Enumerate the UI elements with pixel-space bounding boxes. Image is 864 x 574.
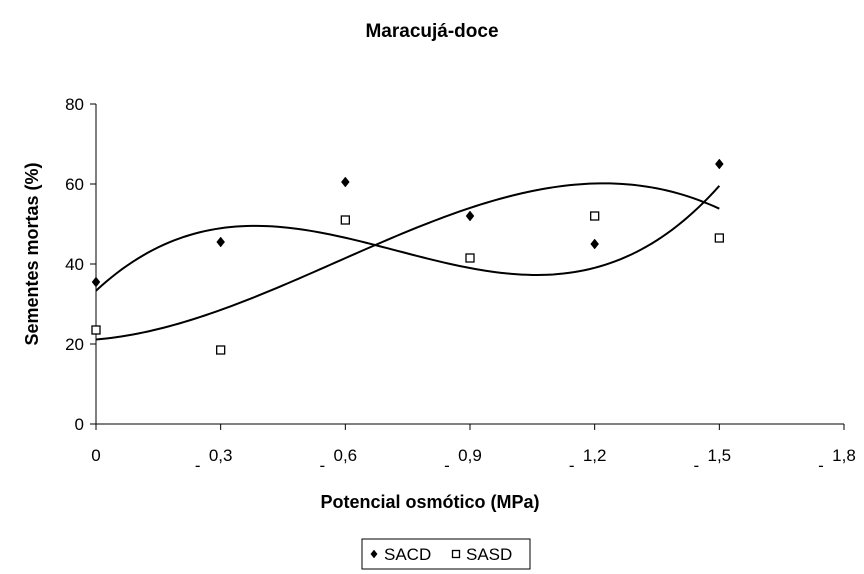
legend-marker-sasd [451,549,461,559]
data-point-sasd [590,211,600,221]
y-tick-label: 0 [75,415,84,434]
x-tick-label: 0,6 [334,446,358,465]
x-tick-minus-sign: - [319,456,325,475]
data-point-sacd [465,210,475,222]
y-tick-label: 20 [65,335,84,354]
y-axis-title: Sementes mortas (%) [22,162,42,345]
x-tick-minus-sign: - [444,456,450,475]
legend-label-sasd: SASD [466,545,512,564]
data-point-sasd [216,345,226,355]
data-point-sasd [714,233,724,243]
x-tick-label: 1,2 [583,446,607,465]
y-tick-label: 80 [65,95,84,114]
x-tick-label: 0,9 [458,446,482,465]
data-point-sacd [341,176,350,188]
data-point-sasd [340,215,350,225]
y-tick-label: 40 [65,255,84,274]
x-tick-label: 1,5 [708,446,732,465]
data-point-sasd [91,325,101,335]
data-point-sacd [590,238,599,250]
data-point-sacd [91,276,101,288]
data-point-sasd [465,253,475,263]
x-tick-label: 1,8 [832,446,856,465]
data-point-sacd [715,158,724,170]
data-point-sacd [216,236,225,248]
legend-label-sacd: SACD [384,545,431,564]
legend-box [361,538,531,570]
chart-title: Maracujá-doce [365,21,498,42]
x-tick-minus-sign: - [195,456,201,475]
x-axis-title: Potencial osmótico (MPa) [320,492,539,512]
x-tick-minus-sign: - [569,456,575,475]
x-tick-minus-sign: - [818,456,824,475]
x-tick-minus-sign: - [693,456,699,475]
y-tick-label: 60 [65,175,84,194]
legend: SACD SASD [361,538,531,570]
legend-marker-sacd [370,549,378,559]
trendline-sasd [95,182,720,341]
x-tick-label: 0,3 [209,446,233,465]
x-tick-label: 0 [91,446,100,465]
trendline-sacd [95,185,721,292]
